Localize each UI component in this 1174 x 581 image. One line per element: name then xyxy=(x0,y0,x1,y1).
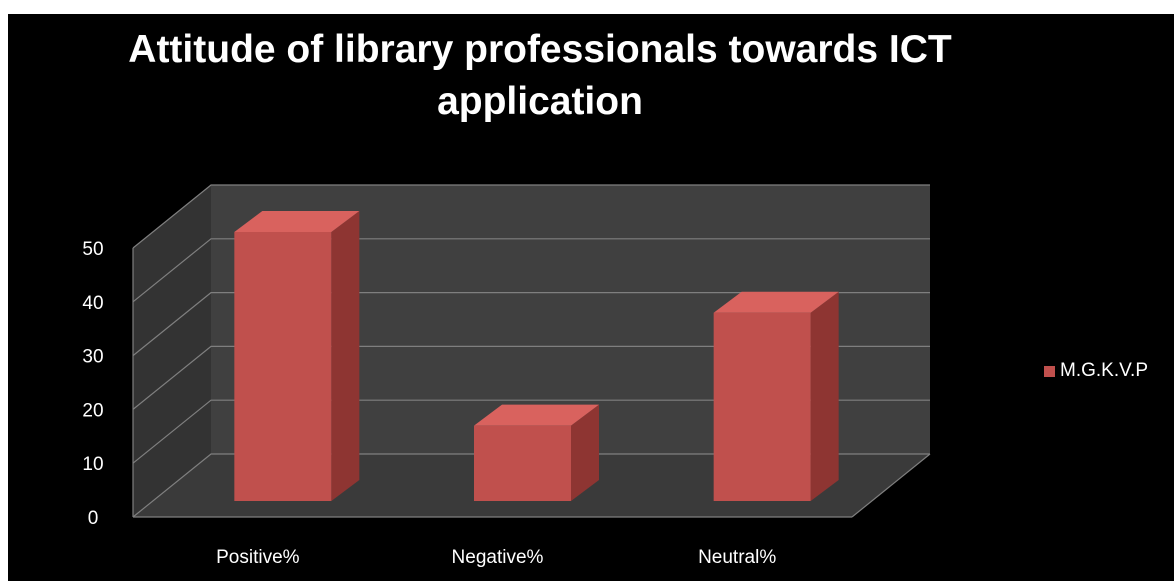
bar-side xyxy=(331,211,360,501)
bar xyxy=(474,425,571,501)
legend: M.G.K.V.P xyxy=(1044,360,1148,382)
bar xyxy=(234,232,332,501)
bar-top xyxy=(713,291,839,313)
y-tick-label: 20 xyxy=(82,400,103,421)
bar xyxy=(713,312,811,501)
gridline xyxy=(132,292,930,357)
y-tick-label: 10 xyxy=(82,454,103,475)
gridline xyxy=(132,453,930,518)
bar-side xyxy=(571,404,599,501)
x-tick-label: Positive% xyxy=(216,547,300,568)
floor-edge xyxy=(851,453,931,518)
x-tick-label: Neutral% xyxy=(698,547,776,568)
y-tick-label: 0 xyxy=(88,508,99,529)
chart-title-line-1: Attitude of library professionals toward… xyxy=(128,28,952,71)
gridline xyxy=(132,184,930,249)
legend-swatch xyxy=(1044,365,1055,377)
legend-label: M.G.K.V.P xyxy=(1060,360,1148,381)
gridline xyxy=(132,399,930,464)
bar-top xyxy=(474,404,599,426)
chart-title: Attitude of library professionals toward… xyxy=(90,24,990,128)
y-tick-label: 40 xyxy=(82,293,103,314)
gridline xyxy=(132,345,930,410)
y-tick-label: 30 xyxy=(82,347,103,368)
side-wall xyxy=(133,185,211,517)
bar-top xyxy=(234,211,360,232)
gridline xyxy=(132,238,930,303)
y-tick-label: 50 xyxy=(82,239,103,260)
bar-side xyxy=(810,291,839,501)
x-tick-label: Negative% xyxy=(452,547,544,568)
chart-title-line-2: application xyxy=(437,80,643,123)
